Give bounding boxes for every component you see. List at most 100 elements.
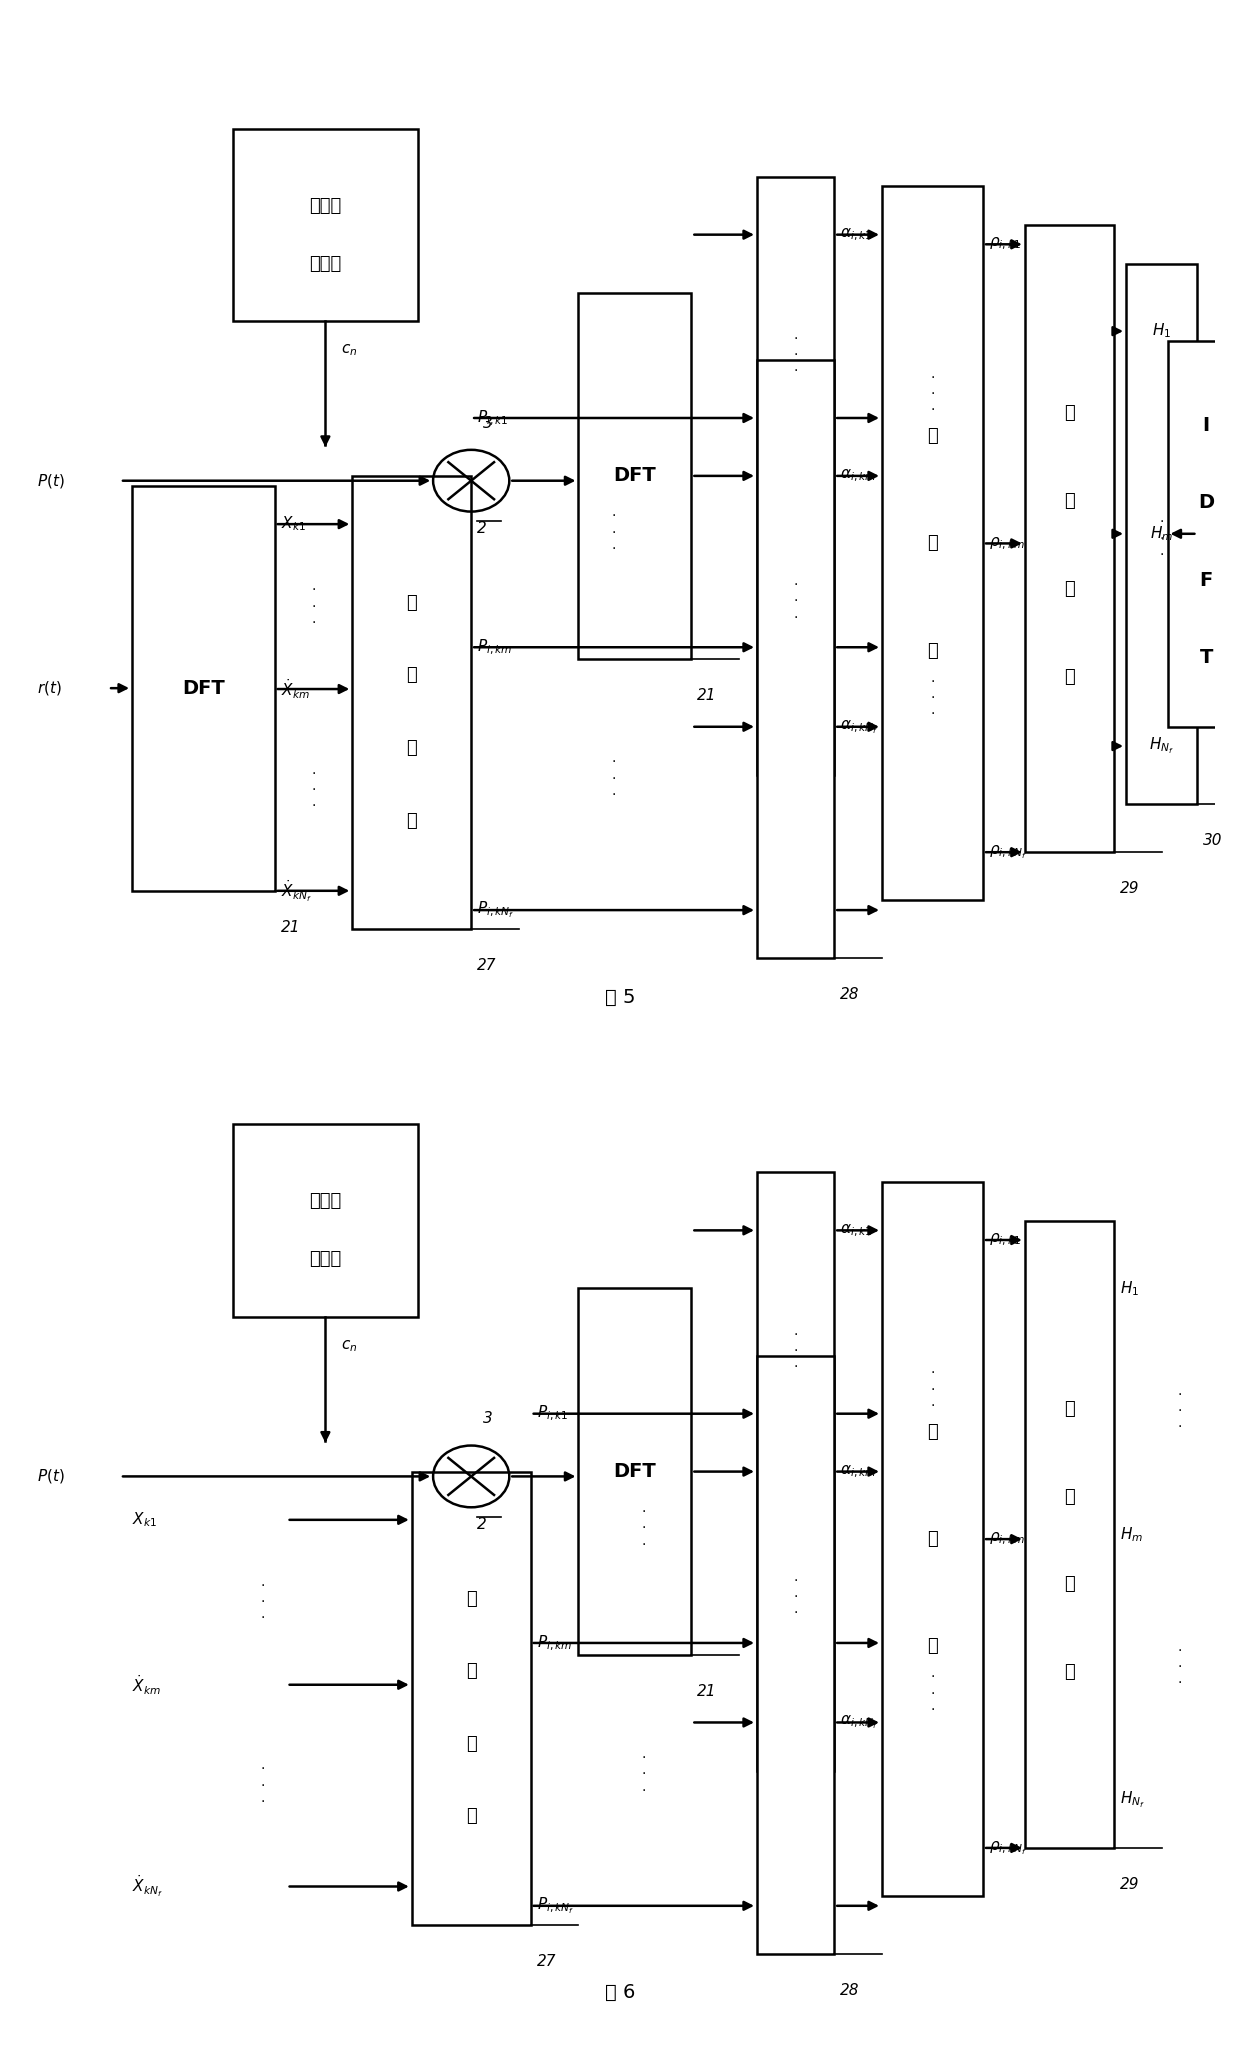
Text: 引: 引	[466, 1663, 476, 1679]
Text: 发生器: 发生器	[309, 1250, 341, 1269]
Text: $c_n$: $c_n$	[341, 1339, 357, 1355]
Text: 2: 2	[477, 1517, 487, 1532]
Bar	[412, 1472, 531, 1926]
Text: $\rho_{i,km}$: $\rho_{i,km}$	[990, 1532, 1025, 1548]
Text: ·
·
·: · · ·	[794, 1328, 797, 1373]
Text: $\rho_{i,kN_f}$: $\rho_{i,kN_f}$	[990, 1839, 1027, 1856]
Bar	[1168, 341, 1240, 727]
Text: ·
·
·: · · ·	[260, 1761, 265, 1809]
Text: 均: 均	[1064, 1663, 1075, 1681]
Text: DFT: DFT	[614, 466, 656, 485]
Text: $\alpha_{i,k1}$: $\alpha_{i,k1}$	[841, 226, 873, 242]
Text: ·
·
·: · · ·	[930, 1367, 935, 1412]
Text: 域: 域	[1064, 493, 1075, 509]
Text: 扩频码: 扩频码	[309, 197, 341, 216]
Text: $\dot{X}_{km}$: $\dot{X}_{km}$	[280, 677, 310, 700]
Text: 数: 数	[928, 534, 937, 552]
Text: 域: 域	[1064, 1488, 1075, 1505]
Text: $r(t)$: $r(t)$	[37, 680, 62, 698]
Text: 均: 均	[1064, 667, 1075, 686]
Text: 29: 29	[1120, 1876, 1140, 1893]
Text: ·
·
·: · · ·	[611, 756, 616, 803]
Text: $\rho_{i,k1}$: $\rho_{i,k1}$	[990, 1232, 1021, 1248]
Text: 21: 21	[697, 1683, 717, 1700]
Text: $P_{i,kN_f}$: $P_{i,kN_f}$	[537, 1895, 574, 1915]
Text: 3: 3	[484, 415, 492, 431]
Text: $\alpha_{i,km}$: $\alpha_{i,km}$	[841, 468, 877, 485]
Text: ·
·
·: · · ·	[641, 1505, 646, 1552]
Text: F: F	[1199, 571, 1213, 589]
Text: 时: 时	[1064, 404, 1075, 423]
Text: ·
·
·: · · ·	[311, 583, 316, 630]
Text: $c_n$: $c_n$	[341, 343, 357, 359]
Text: 平: 平	[1064, 579, 1075, 597]
Text: 复: 复	[928, 427, 937, 446]
Text: $\dot{X}_{kN_f}$: $\dot{X}_{kN_f}$	[280, 879, 311, 903]
Text: $P_{i,kN_f}$: $P_{i,kN_f}$	[477, 899, 515, 920]
Text: 3: 3	[484, 1410, 492, 1427]
Bar	[1126, 263, 1198, 805]
Text: 复: 复	[928, 1423, 937, 1441]
Text: 时: 时	[1064, 1400, 1075, 1419]
Text: $P(t)$: $P(t)$	[37, 472, 64, 491]
Text: ·
·
·: · · ·	[1159, 515, 1164, 563]
Text: 27: 27	[477, 959, 497, 973]
Text: 除: 除	[928, 641, 937, 659]
Text: 导: 导	[407, 593, 417, 612]
Text: ·
·
·: · · ·	[794, 579, 797, 624]
Bar	[756, 1355, 835, 1954]
Text: $\alpha_{i,kN_f}$: $\alpha_{i,kN_f}$	[841, 719, 878, 735]
Text: D: D	[1198, 493, 1214, 513]
Text: 27: 27	[537, 1954, 557, 1969]
Text: $\dot{X}_{kN_f}$: $\dot{X}_{kN_f}$	[131, 1874, 162, 1899]
Text: ·
·
·: · · ·	[641, 1751, 646, 1798]
Text: ·
·
·: · · ·	[930, 372, 935, 417]
Bar	[882, 187, 983, 901]
Text: 30: 30	[1203, 834, 1223, 848]
Bar	[352, 476, 471, 930]
Text: $H_1$: $H_1$	[1120, 1279, 1140, 1297]
Bar	[578, 1289, 692, 1655]
Text: 28: 28	[841, 1983, 859, 1998]
Text: $\dot{X}_{km}$: $\dot{X}_{km}$	[131, 1673, 161, 1696]
Text: 21: 21	[697, 688, 717, 704]
Text: $X_{k1}$: $X_{k1}$	[280, 515, 306, 534]
Text: 取: 取	[407, 811, 417, 829]
Text: $P_{i,km}$: $P_{i,km}$	[477, 638, 512, 657]
Text: $X_{k1}$: $X_{k1}$	[131, 1511, 157, 1529]
Text: ·
·
·: · · ·	[311, 766, 316, 813]
Text: 导: 导	[466, 1589, 476, 1607]
Bar	[233, 129, 418, 322]
Text: 2: 2	[477, 521, 487, 536]
Text: ·
·
·: · · ·	[611, 509, 616, 556]
Text: T: T	[1199, 649, 1213, 667]
Text: 数: 数	[928, 1529, 937, 1548]
Text: 除: 除	[928, 1636, 937, 1655]
Text: 取: 取	[466, 1807, 476, 1825]
Bar	[131, 485, 275, 891]
Text: ·
·
·: · · ·	[1177, 1388, 1182, 1435]
Bar	[882, 1183, 983, 1897]
Text: $H_m$: $H_m$	[1149, 524, 1173, 544]
Text: $P(t)$: $P(t)$	[37, 1468, 64, 1486]
Bar	[233, 1125, 418, 1318]
Bar	[578, 292, 692, 659]
Text: ·
·
·: · · ·	[1177, 1644, 1182, 1690]
Text: $P_{i,k1}$: $P_{i,k1}$	[537, 1404, 568, 1423]
Bar	[756, 1172, 835, 1770]
Text: ·
·
·: · · ·	[794, 1575, 797, 1620]
Text: 21: 21	[280, 920, 300, 934]
Text: $H_1$: $H_1$	[1152, 322, 1172, 341]
Text: 提: 提	[407, 739, 417, 758]
Text: $P_{i,k1}$: $P_{i,k1}$	[477, 409, 508, 427]
Text: $\alpha_{i,kN_f}$: $\alpha_{i,kN_f}$	[841, 1714, 878, 1731]
Text: $P_{i,km}$: $P_{i,km}$	[537, 1634, 572, 1653]
Bar	[756, 177, 835, 774]
Text: 29: 29	[1120, 881, 1140, 897]
Text: 平: 平	[1064, 1575, 1075, 1593]
Text: 扩频码: 扩频码	[309, 1193, 341, 1211]
Text: ·
·
·: · · ·	[930, 675, 935, 721]
Text: ·
·
·: · · ·	[930, 1671, 935, 1716]
Text: 28: 28	[841, 987, 859, 1002]
Text: 引: 引	[407, 667, 417, 684]
